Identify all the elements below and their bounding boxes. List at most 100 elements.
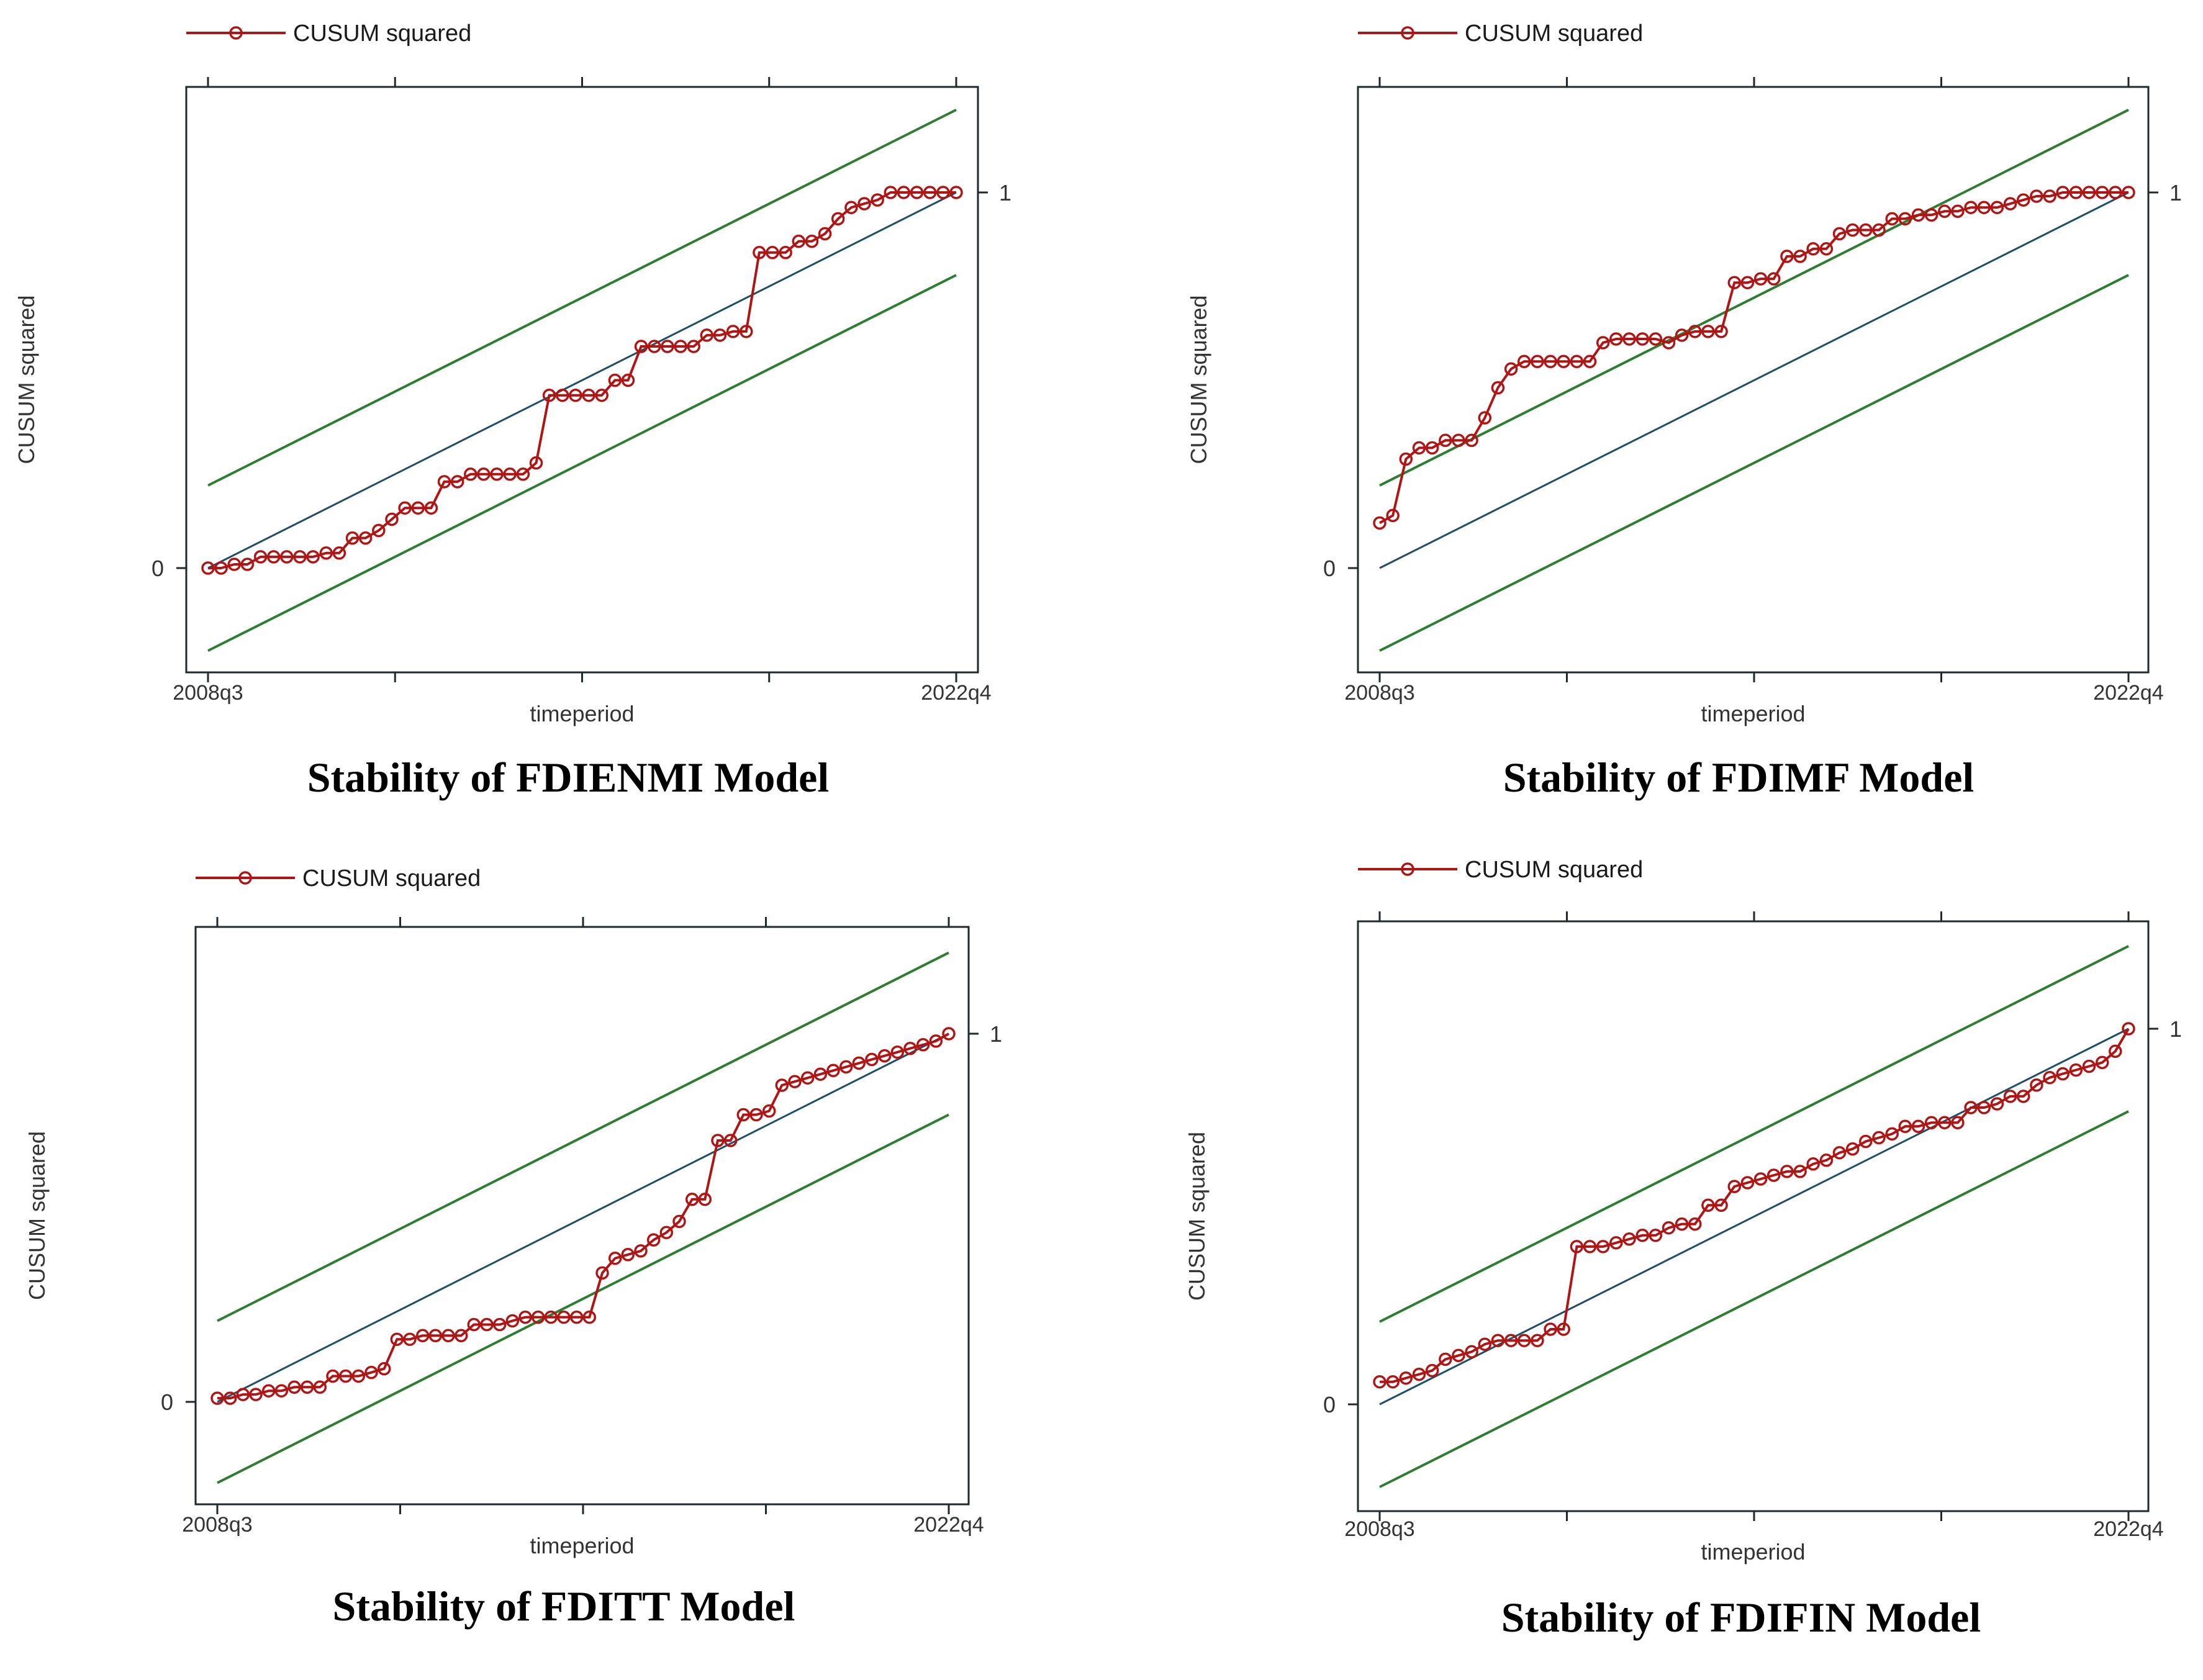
cusum-point — [1727, 1180, 1742, 1193]
cusum-point — [326, 1369, 340, 1383]
cusum-point — [1872, 223, 1886, 237]
cusum-point — [2082, 1059, 2096, 1073]
cusum-point — [910, 186, 924, 199]
cusum-point — [1570, 1240, 1584, 1253]
cusum-point — [306, 550, 320, 564]
cusum-point — [713, 328, 727, 342]
cusum-point — [464, 467, 477, 481]
cusum-point — [240, 558, 255, 571]
cusum-point — [1845, 1142, 1860, 1156]
cusum-point — [2122, 186, 2135, 199]
cusum-point — [1951, 204, 1965, 219]
upper-bound-line — [1379, 945, 2129, 1323]
cusum-point — [1885, 212, 1899, 226]
cusum-point — [398, 501, 412, 515]
x-tick-label: 2008q3 — [182, 1513, 252, 1537]
cusum-point — [1504, 362, 1518, 376]
cusum-series-line — [1379, 191, 2128, 525]
legend-swatch-marker — [1401, 26, 1414, 40]
cusum-point — [249, 1388, 263, 1401]
panel-caption: Stability of FDIFIN Model — [1501, 1594, 1981, 1641]
cusum-point — [1386, 508, 1400, 523]
cusum-point — [1504, 1334, 1518, 1347]
cusum-point — [674, 340, 687, 353]
cusum-point — [1924, 1116, 1938, 1130]
plot-frame — [194, 926, 970, 1506]
cusum-point — [390, 1332, 404, 1346]
cusum-point — [687, 340, 700, 353]
cusum-point — [345, 531, 360, 545]
y-tick-label: 0 — [1323, 556, 1336, 581]
cusum-point — [936, 186, 950, 199]
cusum-point — [792, 234, 806, 248]
cusum-point — [1780, 1165, 1794, 1178]
cusum-point — [1373, 516, 1386, 530]
cusum-point — [818, 227, 832, 241]
cusum-point — [1517, 355, 1531, 369]
cusum-point — [698, 1193, 712, 1206]
cusum-point — [1491, 1334, 1505, 1347]
cusum-point — [1439, 1352, 1452, 1366]
cusum-point — [1701, 1198, 1715, 1213]
cusum-point — [1964, 1101, 1978, 1114]
cusum-point — [1951, 1116, 1965, 1130]
cusum-point — [839, 1060, 853, 1074]
cusum-point — [411, 501, 425, 515]
cusum-point — [884, 186, 898, 199]
cusum-point — [1990, 1097, 2004, 1111]
cusum-point — [1806, 1157, 1820, 1171]
cusum-point — [266, 550, 281, 564]
cusum-point — [1924, 208, 1938, 222]
cusum-point — [877, 1049, 892, 1063]
legend-swatch-marker — [1401, 862, 1414, 876]
cusum-point — [300, 1380, 314, 1394]
y-tick-label: 1 — [2169, 180, 2182, 205]
cusum-point — [2016, 1090, 2030, 1103]
x-tick-label: 2008q3 — [173, 681, 243, 705]
cusum-point — [929, 1034, 943, 1048]
cusum-point — [569, 1310, 584, 1324]
cusum-point — [223, 1391, 237, 1405]
cusum-point — [480, 1317, 494, 1332]
cusum-point — [1649, 332, 1663, 346]
y-tick-label: 0 — [161, 1389, 173, 1415]
cusum-point — [1740, 276, 1755, 289]
cusum-point — [700, 328, 714, 342]
cusum-point — [2069, 1063, 2083, 1077]
cusum-point — [1478, 1337, 1492, 1351]
cusum-point — [227, 558, 242, 571]
cusum-point — [1766, 272, 1781, 286]
cusum-point — [844, 201, 858, 214]
cusum-series-line — [1380, 1027, 2130, 1383]
cusum-point — [2016, 193, 2030, 207]
cusum-point — [903, 1041, 917, 1055]
cusum-point — [923, 186, 937, 199]
cusum-point — [648, 340, 661, 353]
cusum-point — [1635, 1229, 1649, 1242]
cusum-point — [2082, 186, 2096, 199]
cusum-point — [942, 1027, 956, 1041]
cusum-point — [214, 561, 228, 575]
legend-label: CUSUM squared — [293, 20, 471, 47]
cusum-point — [1491, 381, 1505, 395]
cusum-point — [1872, 1131, 1886, 1145]
cusum-point — [788, 1075, 802, 1088]
cusum-point — [1898, 1119, 1912, 1134]
cusum-point — [1832, 1145, 1847, 1160]
cusum-point — [852, 1056, 866, 1070]
cusum-point — [280, 550, 294, 564]
cusum-point — [775, 1078, 789, 1092]
cusum-point — [385, 512, 399, 526]
lower-bound-line — [207, 274, 957, 652]
cusum-point — [2043, 1070, 2056, 1085]
reference-line — [207, 191, 957, 569]
cusum-point — [1596, 1240, 1610, 1253]
cusum-point — [2056, 1067, 2070, 1081]
reference-line — [1379, 191, 2129, 569]
cusum-point — [646, 1233, 661, 1247]
cusum-point — [1557, 1322, 1570, 1336]
cusum-point — [428, 1329, 443, 1343]
cusum-point — [1911, 208, 1925, 222]
cusum-point — [621, 1248, 635, 1262]
cusum-point — [890, 1045, 905, 1059]
